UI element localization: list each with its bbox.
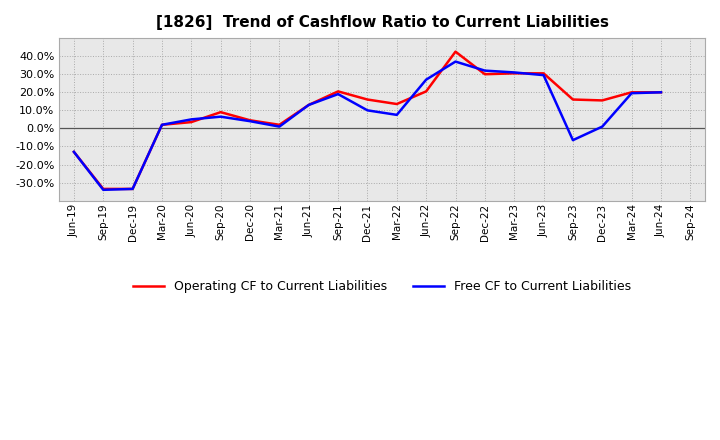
Operating CF to Current Liabilities: [305, 102, 313, 107]
Operating CF to Current Liabilities: [539, 71, 548, 76]
Free CF to Current Liabilities: [510, 70, 518, 75]
Free CF to Current Liabilities: [627, 91, 636, 96]
Line: Operating CF to Current Liabilities: Operating CF to Current Liabilities: [74, 51, 661, 189]
Free CF to Current Liabilities: [480, 68, 489, 73]
Operating CF to Current Liabilities: [451, 49, 460, 54]
Operating CF to Current Liabilities: [99, 186, 107, 191]
Operating CF to Current Liabilities: [246, 117, 254, 123]
Free CF to Current Liabilities: [569, 138, 577, 143]
Operating CF to Current Liabilities: [158, 122, 166, 128]
Operating CF to Current Liabilities: [216, 110, 225, 115]
Free CF to Current Liabilities: [539, 73, 548, 78]
Free CF to Current Liabilities: [422, 77, 431, 82]
Operating CF to Current Liabilities: [422, 89, 431, 94]
Free CF to Current Liabilities: [334, 92, 343, 97]
Free CF to Current Liabilities: [70, 149, 78, 154]
Free CF to Current Liabilities: [216, 114, 225, 119]
Line: Free CF to Current Liabilities: Free CF to Current Liabilities: [74, 62, 661, 190]
Operating CF to Current Liabilities: [70, 149, 78, 154]
Operating CF to Current Liabilities: [392, 101, 401, 106]
Operating CF to Current Liabilities: [627, 90, 636, 95]
Operating CF to Current Liabilities: [569, 97, 577, 102]
Operating CF to Current Liabilities: [334, 89, 343, 94]
Operating CF to Current Liabilities: [480, 72, 489, 77]
Free CF to Current Liabilities: [392, 112, 401, 117]
Free CF to Current Liabilities: [657, 90, 665, 95]
Title: [1826]  Trend of Cashflow Ratio to Current Liabilities: [1826] Trend of Cashflow Ratio to Curren…: [156, 15, 608, 30]
Free CF to Current Liabilities: [598, 124, 606, 129]
Operating CF to Current Liabilities: [128, 186, 137, 191]
Free CF to Current Liabilities: [158, 122, 166, 128]
Free CF to Current Liabilities: [305, 102, 313, 107]
Free CF to Current Liabilities: [363, 108, 372, 113]
Free CF to Current Liabilities: [187, 117, 196, 122]
Free CF to Current Liabilities: [99, 187, 107, 192]
Operating CF to Current Liabilities: [363, 97, 372, 102]
Legend: Operating CF to Current Liabilities, Free CF to Current Liabilities: Operating CF to Current Liabilities, Fre…: [128, 275, 636, 298]
Free CF to Current Liabilities: [451, 59, 460, 64]
Free CF to Current Liabilities: [128, 186, 137, 191]
Operating CF to Current Liabilities: [657, 90, 665, 95]
Free CF to Current Liabilities: [246, 118, 254, 124]
Operating CF to Current Liabilities: [275, 122, 284, 128]
Operating CF to Current Liabilities: [510, 71, 518, 76]
Operating CF to Current Liabilities: [598, 98, 606, 103]
Operating CF to Current Liabilities: [187, 119, 196, 125]
Free CF to Current Liabilities: [275, 124, 284, 129]
